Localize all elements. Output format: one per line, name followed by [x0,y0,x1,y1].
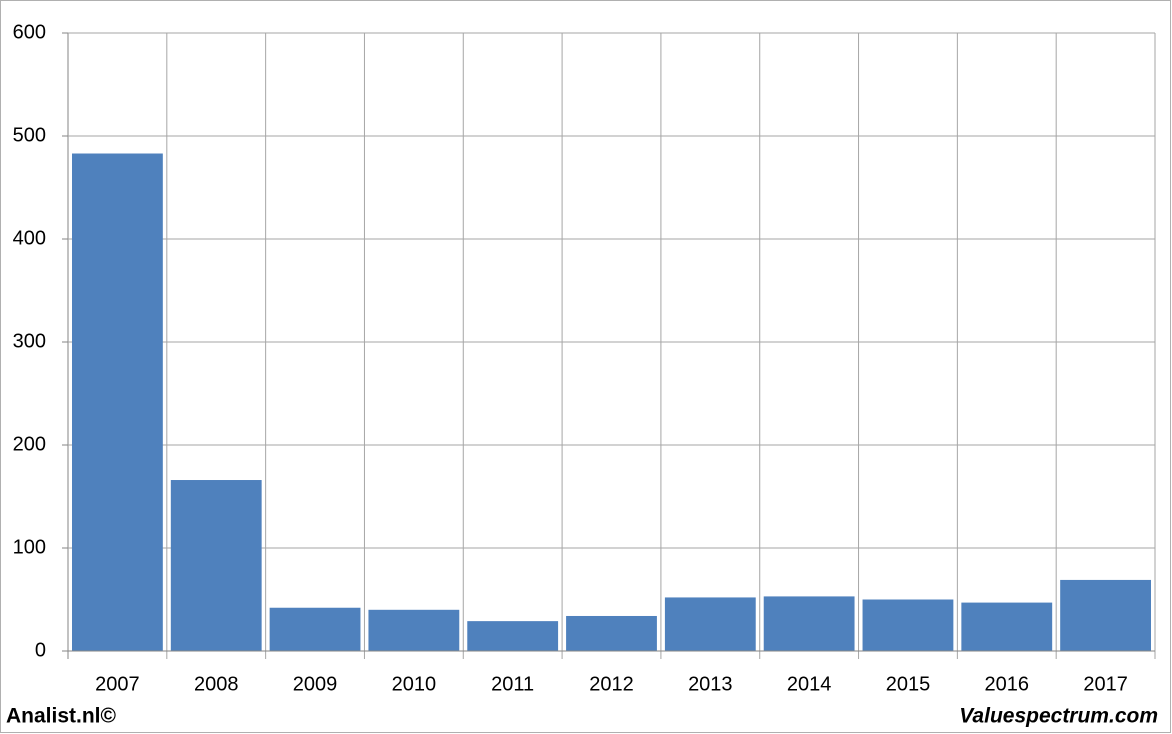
y-tick-label: 0 [35,639,46,661]
x-tick-label: 2016 [985,673,1030,695]
x-tick-label: 2013 [688,673,733,695]
x-tick-label: 2009 [293,673,338,695]
y-tick-label: 300 [13,330,46,352]
x-tick-label: 2012 [589,673,634,695]
footer-left: Analist.nl© [6,705,117,728]
x-tick-label: 2014 [787,673,832,695]
x-tick-label: 2011 [491,673,534,695]
x-tick-label: 2015 [886,673,931,695]
bar [763,596,855,651]
bar [368,609,460,651]
footer-right: Valuespectrum.com [959,705,1158,728]
bar [862,599,954,651]
x-tick-label: 2017 [1083,673,1128,695]
x-tick-label: 2008 [194,673,239,695]
bar [467,621,559,651]
bar [664,597,756,651]
bar [961,602,1053,651]
bar [72,153,163,651]
y-tick-label: 500 [13,124,46,146]
bar [170,480,262,651]
bar [1060,579,1151,651]
y-tick-label: 600 [13,21,46,43]
y-tick-label: 400 [13,227,46,249]
bar [269,607,361,651]
x-tick-label: 2007 [95,673,140,695]
x-tick-label: 2010 [392,673,437,695]
bar [566,615,657,651]
y-tick-label: 200 [13,433,46,455]
y-tick-label: 100 [13,536,46,558]
